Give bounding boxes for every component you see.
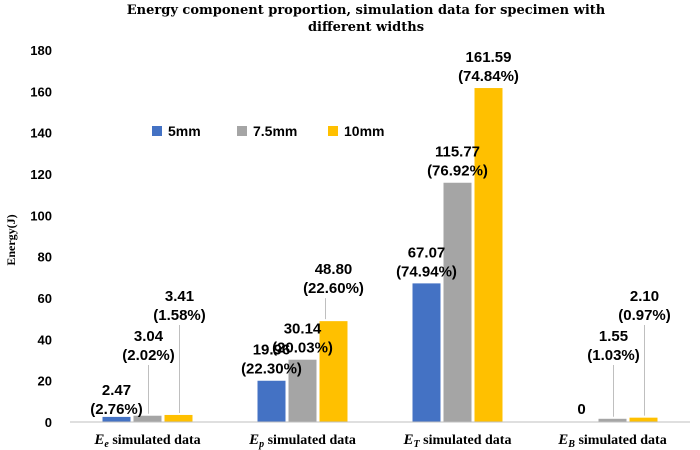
data-label-percent: (76.92%): [427, 163, 488, 180]
y-tick-label: 40: [38, 332, 52, 347]
data-label-percent: (20.03%): [272, 340, 333, 357]
data-label-value: 1.55: [599, 328, 628, 345]
data-label-percent: (2.76%): [90, 401, 143, 418]
data-label-value: 19.96: [253, 342, 291, 359]
legend-label: 10mm: [344, 123, 384, 139]
legend-swatch: [152, 126, 162, 136]
chart-title-line-1: Energy component proportion, simulation …: [127, 3, 606, 18]
bar: [102, 416, 131, 422]
bar: [474, 88, 503, 422]
data-label-value: 67.07: [408, 244, 446, 261]
bar: [288, 359, 317, 422]
y-tick-label: 20: [38, 374, 52, 389]
data-label-value: 115.77: [435, 144, 480, 161]
y-tick-label: 180: [30, 43, 52, 58]
x-axis-categories: Ee simulated data Ep simulated data ET sim…: [93, 432, 666, 450]
legend-swatch: [237, 126, 247, 136]
y-tick-label: 80: [38, 250, 52, 265]
bar: [412, 283, 441, 422]
legend-swatch: [328, 126, 338, 136]
y-tick-label: 160: [30, 84, 52, 99]
bar: [133, 415, 162, 422]
y-tick-label: 100: [30, 208, 52, 223]
data-label-percent: (0.97%): [618, 307, 671, 324]
x-category-label: Ee simulated data: [93, 432, 200, 450]
x-category-label: ET simulated data: [403, 432, 512, 450]
legend: 5mm 7.5mm 10mm: [152, 123, 384, 139]
bar: [598, 418, 627, 422]
data-label-percent: (22.60%): [303, 280, 364, 297]
y-tick-label: 60: [38, 291, 52, 306]
data-label-percent: (74.84%): [458, 68, 519, 85]
data-label-value: 3.04: [134, 328, 164, 345]
bar: [443, 182, 472, 422]
y-tick-label: 140: [30, 126, 52, 141]
data-label-percent: (1.58%): [153, 307, 206, 324]
data-label-value: 48.80: [315, 261, 353, 278]
bar: [319, 321, 348, 422]
bars: [102, 88, 658, 422]
data-label-percent: (74.94%): [396, 263, 457, 280]
data-label-value: 30.14: [284, 321, 322, 338]
x-category-label: Ep simulated data: [248, 432, 356, 450]
data-label-percent: (22.30%): [241, 361, 302, 378]
chart-title-line-2: different widths: [308, 20, 424, 35]
bar: [629, 417, 658, 422]
data-label-value: 161.59: [466, 49, 512, 66]
legend-label: 5mm: [168, 123, 201, 139]
data-label-value: 0: [577, 401, 585, 418]
y-axis-ticks: 0 20 40 60 80 100 120 140 160 180: [30, 43, 52, 430]
data-label-percent: (2.02%): [122, 347, 175, 364]
data-label-value: 2.47: [102, 382, 131, 399]
y-tick-label: 120: [30, 167, 52, 182]
x-category-label: EB simulated data: [557, 432, 666, 450]
legend-label: 7.5mm: [253, 123, 297, 139]
bar: [164, 414, 193, 422]
y-tick-label: 0: [45, 415, 52, 430]
y-axis-label: Energy(J): [4, 214, 18, 265]
bar: [257, 380, 286, 422]
leader-lines: [148, 298, 645, 417]
data-label-value: 2.10: [630, 288, 659, 305]
data-label-percent: (1.03%): [587, 347, 640, 364]
data-labels: 2.47(2.76%)3.04(2.02%)3.41(1.58%)19.96(2…: [90, 49, 671, 418]
data-label-value: 3.41: [165, 288, 194, 305]
